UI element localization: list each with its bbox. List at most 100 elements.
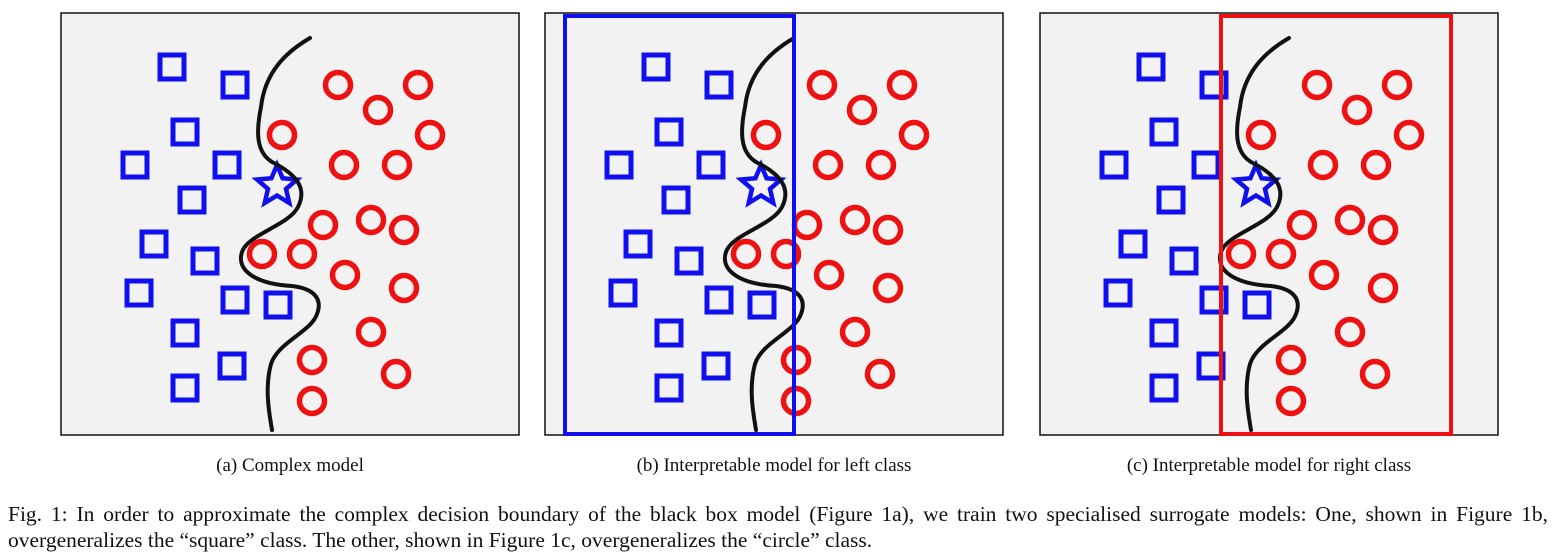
square-marker [263, 290, 293, 320]
circle-marker [414, 119, 446, 151]
square-marker [701, 351, 731, 381]
circle-marker [402, 69, 434, 101]
plot-frame [60, 12, 520, 436]
circle-marker [872, 272, 904, 304]
square-marker [1199, 285, 1229, 315]
circle-marker [1367, 214, 1399, 246]
circle-marker [1334, 204, 1366, 236]
decision-boundary [722, 36, 805, 432]
circle-marker [296, 344, 328, 376]
subcaption-b: (b) Interpretable model for left class [636, 455, 912, 476]
circle-marker [1245, 119, 1277, 151]
circle-marker [1393, 119, 1425, 151]
square-marker [217, 351, 247, 381]
circle-marker [846, 94, 878, 126]
square-marker [654, 117, 684, 147]
square-marker [157, 52, 187, 82]
plot-frame [544, 12, 1004, 436]
star-marker [735, 159, 787, 208]
circle-marker [865, 149, 897, 181]
circle-marker [730, 238, 762, 270]
plot-left-class-model [544, 12, 1004, 436]
circle-marker [1308, 259, 1340, 291]
square-marker [747, 290, 777, 320]
circle-marker [381, 149, 413, 181]
circle-marker [1275, 385, 1307, 417]
star-marker [1230, 159, 1282, 208]
square-marker [674, 246, 704, 276]
star-marker [251, 159, 303, 208]
panel-b [544, 12, 1004, 436]
square-marker [170, 318, 200, 348]
plot-complex-model [60, 12, 520, 436]
square-marker [220, 285, 250, 315]
square-marker [1149, 373, 1179, 403]
square-marker [1099, 150, 1129, 180]
square-marker [1199, 70, 1229, 100]
circle-marker [1225, 238, 1257, 270]
square-marker [654, 373, 684, 403]
subcaption-c: (c) Interpretable model for right class [1126, 455, 1412, 476]
circle-marker [286, 238, 318, 270]
circle-marker [329, 259, 361, 291]
circle-marker [322, 69, 354, 101]
square-marker [661, 185, 691, 215]
circle-marker [355, 316, 387, 348]
circle-marker [1367, 272, 1399, 304]
square-marker [1103, 278, 1133, 308]
square-marker [1149, 117, 1179, 147]
circle-marker [872, 214, 904, 246]
circle-marker [864, 358, 896, 390]
decision-boundary [238, 36, 321, 432]
square-marker [1169, 246, 1199, 276]
plot-frame [1039, 12, 1499, 436]
square-marker [604, 150, 634, 180]
subcaption-a: (a) Complex model [216, 455, 364, 476]
square-marker [1136, 52, 1166, 82]
circle-marker [839, 204, 871, 236]
square-marker [124, 278, 154, 308]
plot-right-class-model [1039, 12, 1499, 436]
square-marker [120, 150, 150, 180]
surrogate-region-right [1219, 14, 1453, 436]
panel-c [1039, 12, 1499, 436]
circle-marker [813, 259, 845, 291]
circle-marker [1359, 358, 1391, 390]
circle-marker [355, 204, 387, 236]
circle-marker [1341, 94, 1373, 126]
square-marker [1242, 290, 1272, 320]
surrogate-region-left [563, 14, 796, 436]
square-marker [190, 246, 220, 276]
circle-marker [770, 238, 802, 270]
circle-marker [839, 316, 871, 348]
circle-marker [812, 149, 844, 181]
circle-marker [388, 214, 420, 246]
circle-marker [307, 209, 339, 241]
square-marker [696, 150, 726, 180]
circle-marker [362, 94, 394, 126]
circle-marker [750, 119, 782, 151]
circle-marker [1286, 209, 1318, 241]
circle-marker [328, 149, 360, 181]
square-marker [1149, 318, 1179, 348]
circle-marker [898, 119, 930, 151]
square-marker [1191, 150, 1221, 180]
circle-marker [1265, 238, 1297, 270]
square-marker [170, 373, 200, 403]
square-marker [220, 70, 250, 100]
square-marker [170, 117, 200, 147]
square-marker [623, 229, 653, 259]
circle-marker [388, 272, 420, 304]
square-marker [1156, 185, 1186, 215]
square-marker [654, 318, 684, 348]
circle-marker [1307, 149, 1339, 181]
square-marker [212, 150, 242, 180]
circle-marker [380, 358, 412, 390]
circle-marker [266, 119, 298, 151]
square-marker [1118, 229, 1148, 259]
circle-marker [1381, 69, 1413, 101]
square-marker [641, 52, 671, 82]
square-marker [608, 278, 638, 308]
square-marker [139, 229, 169, 259]
circle-marker [886, 69, 918, 101]
